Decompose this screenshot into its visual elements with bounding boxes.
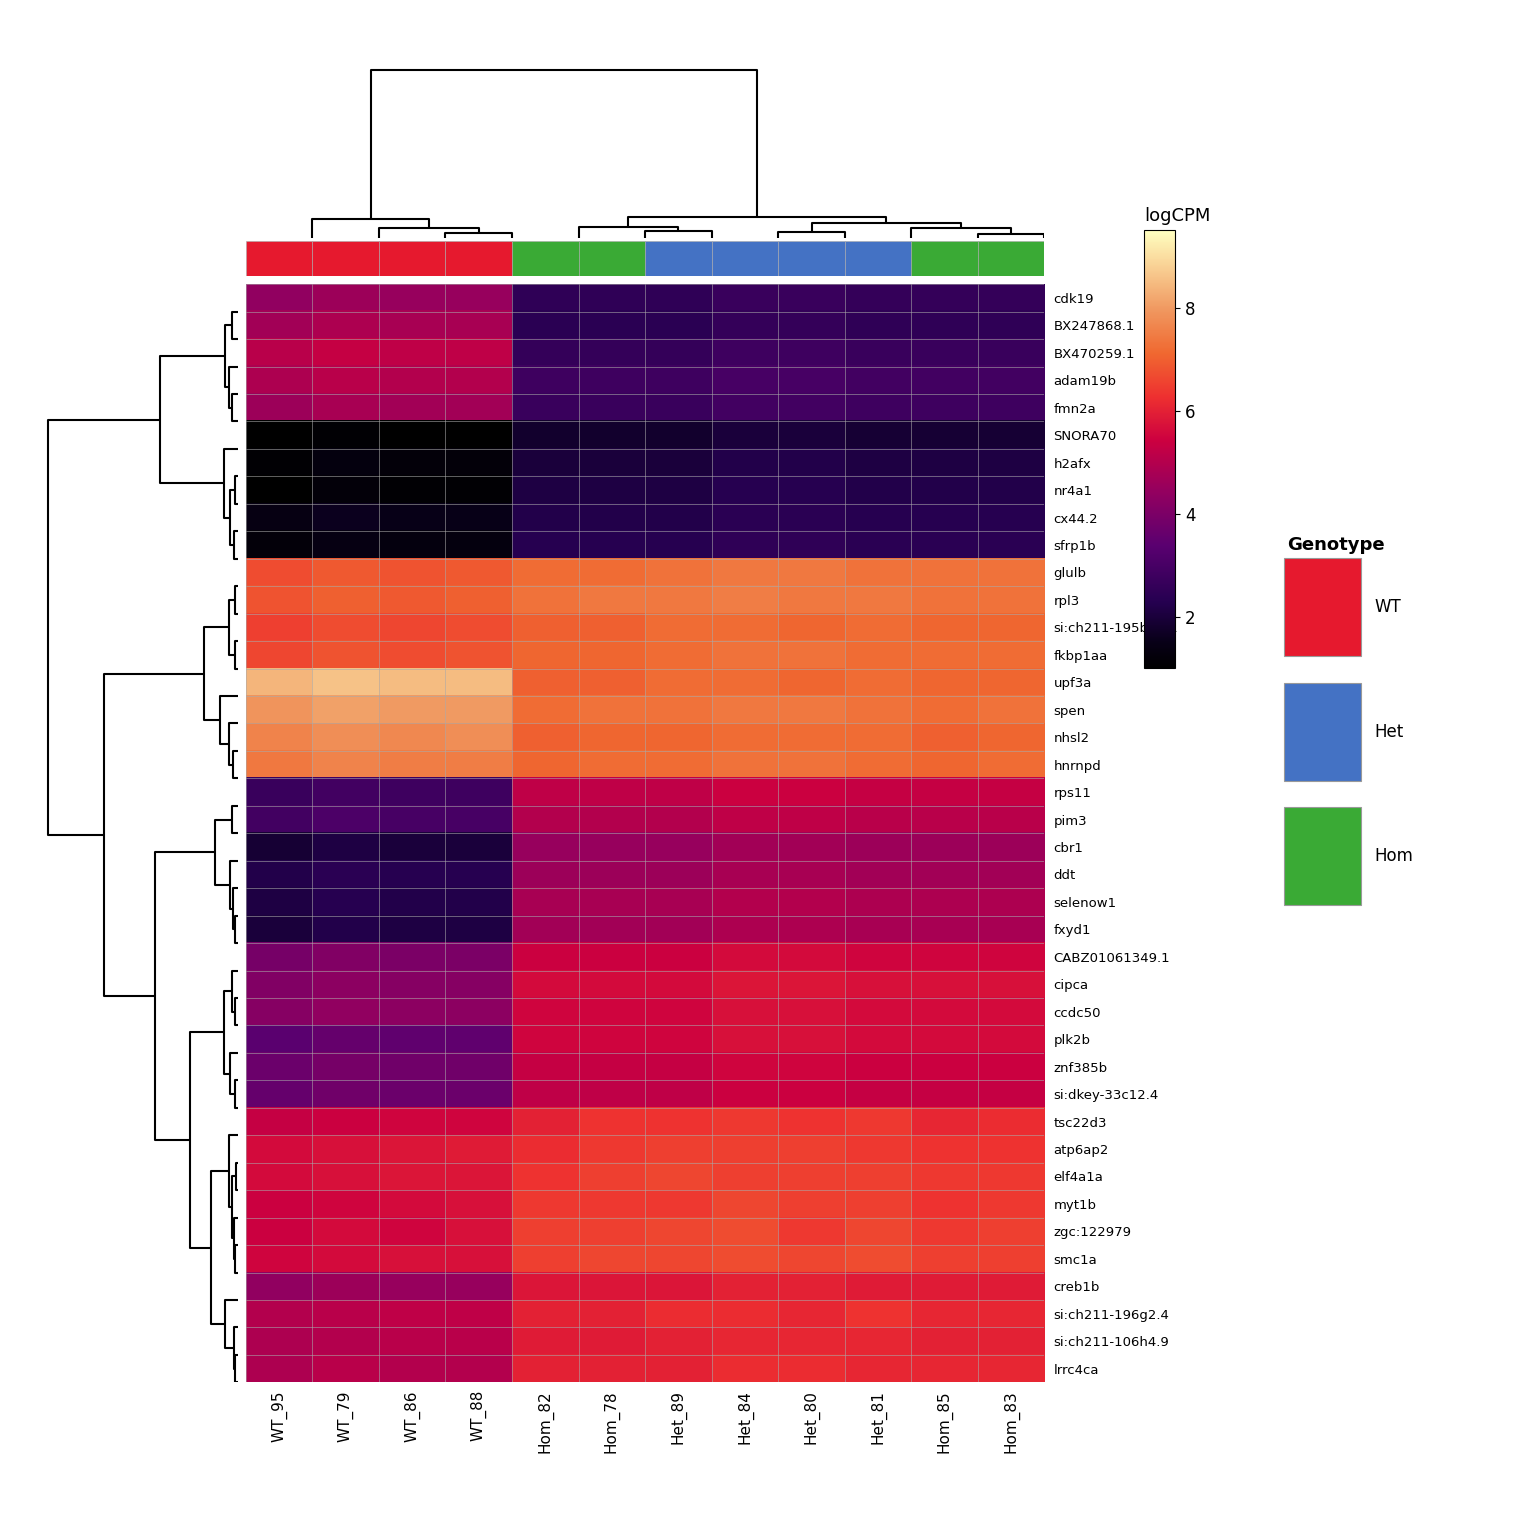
Bar <box>845 241 911 276</box>
Bar <box>511 241 579 276</box>
Bar <box>379 241 445 276</box>
Text: Genotype: Genotype <box>1287 536 1384 553</box>
Bar <box>779 241 845 276</box>
Bar <box>711 241 779 276</box>
Text: Het: Het <box>1375 722 1404 740</box>
FancyBboxPatch shape <box>1284 558 1361 656</box>
Bar <box>246 241 312 276</box>
Bar <box>978 241 1044 276</box>
FancyBboxPatch shape <box>1284 808 1361 905</box>
Bar <box>645 241 711 276</box>
Bar <box>445 241 511 276</box>
Bar <box>579 241 645 276</box>
Bar <box>312 241 379 276</box>
Bar <box>911 241 978 276</box>
FancyBboxPatch shape <box>1284 682 1361 780</box>
Text: WT: WT <box>1375 598 1402 616</box>
Text: Hom: Hom <box>1375 848 1413 865</box>
Text: logCPM: logCPM <box>1144 207 1210 224</box>
